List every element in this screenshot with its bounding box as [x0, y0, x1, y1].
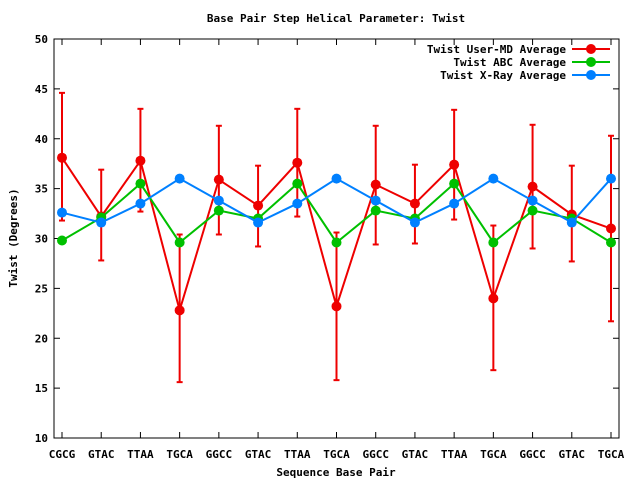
y-axis: 10 15 20 25 30 35 40 45 50: [35, 33, 619, 445]
y-tick-label: 20: [35, 332, 48, 345]
data-point: [135, 198, 146, 209]
data-point: [57, 152, 67, 163]
x-tick-label: TGCA: [480, 448, 507, 461]
x-tick-label: TGCA: [323, 448, 350, 461]
data-point: [606, 223, 616, 234]
data-point: [253, 200, 264, 211]
data-point: [57, 207, 67, 218]
data-point: [135, 155, 146, 166]
x-tick-label: TTAA: [127, 448, 154, 461]
y-tick-label: 40: [35, 133, 48, 146]
data-point: [449, 178, 460, 189]
data-point: [135, 178, 146, 189]
data-point: [57, 235, 67, 246]
chart-title: Base Pair Step Helical Parameter: Twist: [207, 12, 465, 25]
x-tick-label: TGCA: [166, 448, 193, 461]
data-point: [292, 198, 303, 209]
data-point: [488, 237, 499, 248]
data-point: [292, 178, 303, 189]
x-tick-label: TTAA: [441, 448, 468, 461]
legend-label: Twist ABC Average: [453, 56, 566, 69]
y-tick-label: 45: [35, 83, 48, 96]
data-point: [409, 198, 420, 209]
legend-label: Twist X-Ray Average: [440, 69, 566, 82]
series-layer: [57, 91, 616, 384]
y-tick-label: 50: [35, 33, 48, 46]
data-point: [253, 217, 264, 228]
data-point: [606, 173, 616, 184]
legend-swatch-marker: [586, 57, 596, 67]
data-point: [409, 217, 420, 228]
data-point: [174, 305, 185, 316]
data-point: [331, 301, 342, 312]
data-point: [370, 195, 381, 206]
data-point: [213, 195, 224, 206]
data-point: [213, 174, 224, 185]
y-tick-label: 15: [35, 382, 48, 395]
data-point: [488, 173, 499, 184]
y-tick-label: 30: [35, 233, 48, 246]
x-tick-label: GTAC: [88, 448, 115, 461]
data-point: [527, 205, 538, 216]
data-point: [331, 173, 342, 184]
data-point: [449, 198, 460, 209]
x-axis: CGCG GTAC TTAA TGCA GGCC GTAC TTAA TGCA GGCC GTAC…: [49, 39, 625, 461]
legend-swatch-marker: [586, 70, 596, 80]
x-tick-label: GTAC: [402, 448, 429, 461]
series-3: [57, 173, 616, 228]
y-tick-label: 35: [35, 183, 48, 196]
data-point: [527, 181, 538, 192]
x-tick-label: GGCC: [206, 448, 233, 461]
data-point: [174, 237, 185, 248]
x-tick-label: GTAC: [559, 448, 586, 461]
data-point: [449, 159, 460, 170]
data-point: [174, 173, 185, 184]
x-tick-label: GGCC: [362, 448, 389, 461]
x-axis-title: Sequence Base Pair: [276, 466, 396, 479]
data-point: [488, 293, 499, 304]
data-point: [527, 195, 538, 206]
y-tick-label: 25: [35, 282, 48, 295]
data-point: [213, 205, 224, 216]
legend-label: Twist User-MD Average: [427, 43, 566, 56]
y-tick-label: 10: [35, 432, 48, 445]
x-tick-label: TGCA: [598, 448, 625, 461]
data-point: [331, 237, 342, 248]
y-axis-title: Twist (Degrees): [7, 188, 20, 287]
x-tick-label: TTAA: [284, 448, 311, 461]
data-point: [96, 217, 107, 228]
x-tick-label: GTAC: [245, 448, 272, 461]
data-point: [606, 237, 616, 248]
data-point: [566, 217, 577, 228]
data-point: [292, 157, 303, 168]
x-tick-label: CGCG: [49, 448, 76, 461]
data-point: [370, 179, 381, 190]
x-tick-label: GGCC: [519, 448, 546, 461]
data-point: [370, 205, 381, 216]
legend-swatch-marker: [586, 44, 596, 54]
